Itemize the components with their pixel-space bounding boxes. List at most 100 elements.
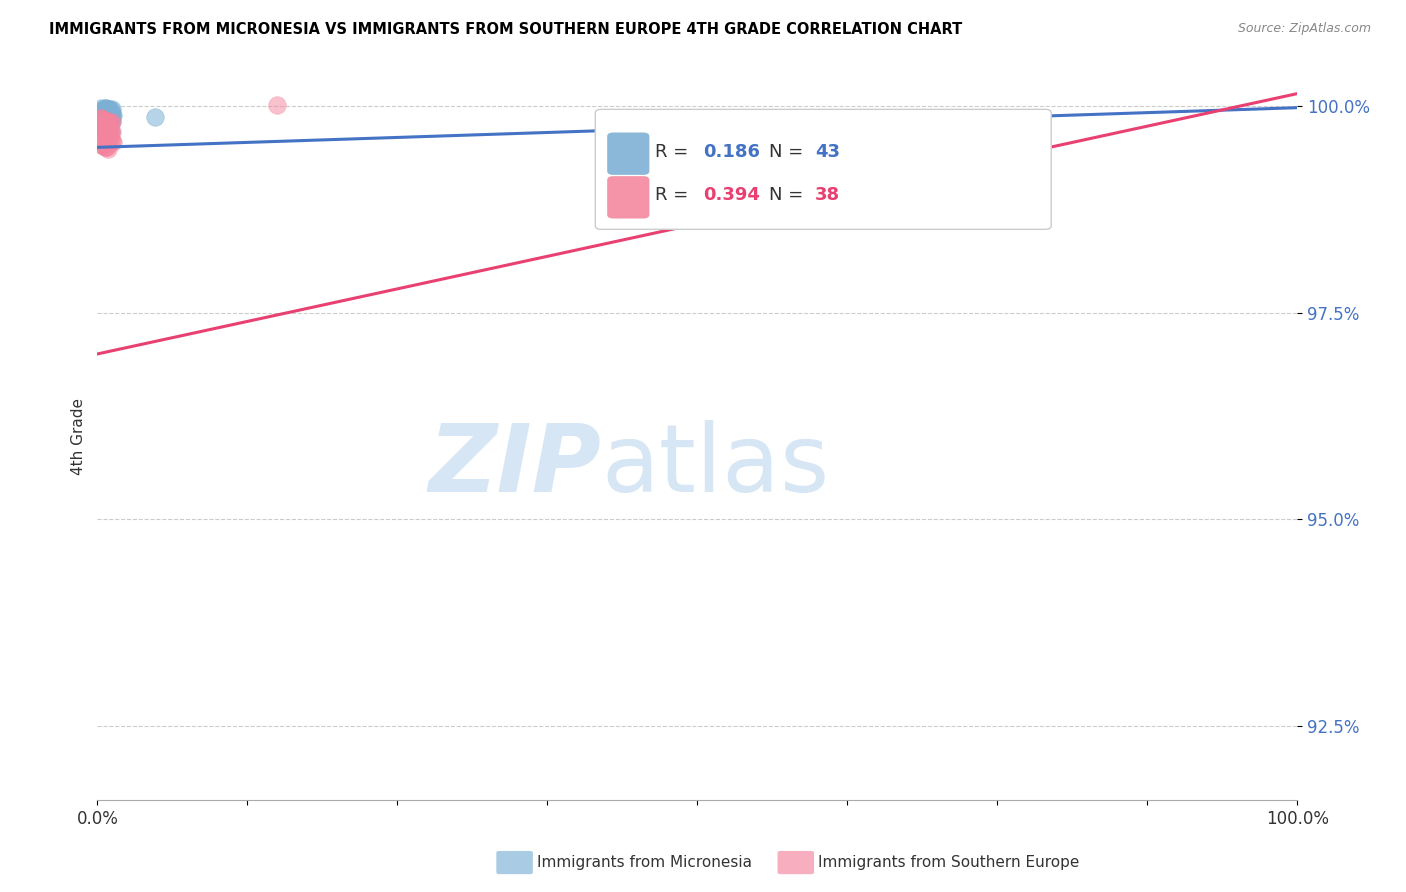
Point xyxy=(97,113,120,128)
Point xyxy=(93,113,115,128)
Point xyxy=(97,106,120,120)
Point xyxy=(93,138,115,153)
Point xyxy=(97,132,120,146)
Point xyxy=(97,124,120,138)
Point xyxy=(143,110,166,124)
Text: Immigrants from Micronesia: Immigrants from Micronesia xyxy=(537,855,752,870)
Point xyxy=(100,113,122,128)
Point xyxy=(98,125,121,139)
Point xyxy=(98,103,121,118)
Point xyxy=(90,112,112,126)
FancyBboxPatch shape xyxy=(595,110,1052,229)
Point xyxy=(100,114,122,128)
Text: 0.186: 0.186 xyxy=(703,143,761,161)
Point xyxy=(101,108,124,122)
Point xyxy=(96,113,118,128)
Point xyxy=(93,139,115,153)
Text: Immigrants from Southern Europe: Immigrants from Southern Europe xyxy=(818,855,1080,870)
Point xyxy=(94,101,117,115)
Point xyxy=(90,109,112,123)
Point xyxy=(89,118,111,132)
Point xyxy=(90,112,112,126)
Point xyxy=(94,140,117,154)
FancyBboxPatch shape xyxy=(607,177,650,219)
Point xyxy=(91,120,114,134)
Text: N =: N = xyxy=(769,186,810,204)
Text: ZIP: ZIP xyxy=(429,420,602,512)
Point xyxy=(93,111,115,125)
Point xyxy=(97,123,120,137)
Text: R =: R = xyxy=(655,143,695,161)
Point xyxy=(93,120,115,135)
Point xyxy=(90,112,112,126)
FancyBboxPatch shape xyxy=(607,133,650,175)
Text: 0.394: 0.394 xyxy=(703,186,761,204)
Point xyxy=(94,112,117,126)
Point xyxy=(100,107,122,121)
Point xyxy=(100,103,122,118)
Point xyxy=(98,104,121,119)
Point xyxy=(90,119,112,133)
Point xyxy=(96,123,118,137)
Point xyxy=(93,120,115,134)
Point xyxy=(98,114,121,128)
Point xyxy=(266,98,288,112)
Point xyxy=(97,103,120,117)
Text: Source: ZipAtlas.com: Source: ZipAtlas.com xyxy=(1237,22,1371,36)
Point xyxy=(98,114,121,128)
Point xyxy=(100,134,122,148)
Point xyxy=(93,120,115,135)
Point xyxy=(96,102,118,116)
Point xyxy=(93,111,115,125)
Point xyxy=(97,142,120,156)
Point xyxy=(93,101,115,115)
Y-axis label: 4th Grade: 4th Grade xyxy=(72,398,86,475)
Point xyxy=(93,104,115,119)
Point xyxy=(93,102,115,116)
Point xyxy=(94,114,117,128)
Point xyxy=(93,113,115,128)
Point xyxy=(96,114,118,128)
Point xyxy=(91,103,114,118)
Point xyxy=(93,129,115,144)
Point xyxy=(90,119,112,133)
Point xyxy=(98,132,121,146)
Point xyxy=(96,122,118,136)
Point xyxy=(97,114,120,128)
Text: 43: 43 xyxy=(815,143,839,161)
Point xyxy=(94,121,117,136)
Point xyxy=(96,131,118,145)
Point xyxy=(90,101,112,115)
Text: IMMIGRANTS FROM MICRONESIA VS IMMIGRANTS FROM SOUTHERN EUROPE 4TH GRADE CORRELAT: IMMIGRANTS FROM MICRONESIA VS IMMIGRANTS… xyxy=(49,22,963,37)
Point xyxy=(91,129,114,144)
Point xyxy=(93,129,115,144)
Text: 38: 38 xyxy=(815,186,839,204)
Point xyxy=(96,140,118,154)
Point xyxy=(100,124,122,138)
Point xyxy=(96,106,118,120)
Point xyxy=(100,110,122,124)
Point xyxy=(101,136,124,150)
FancyBboxPatch shape xyxy=(607,133,650,175)
Point xyxy=(94,130,117,145)
Point xyxy=(100,125,122,139)
Point xyxy=(100,115,122,129)
Point xyxy=(100,103,122,117)
Text: N =: N = xyxy=(769,143,810,161)
Point xyxy=(98,102,121,116)
Point xyxy=(100,133,122,147)
Point xyxy=(98,124,121,138)
Point xyxy=(91,112,114,127)
Point xyxy=(91,111,114,125)
Point xyxy=(94,104,117,119)
Text: R =: R = xyxy=(655,186,695,204)
Point xyxy=(91,120,114,134)
Text: atlas: atlas xyxy=(602,420,830,512)
Point xyxy=(94,122,117,136)
Point xyxy=(91,137,114,152)
Point xyxy=(100,114,122,128)
FancyBboxPatch shape xyxy=(607,177,650,219)
Point xyxy=(100,125,122,139)
Point xyxy=(93,104,115,119)
Point xyxy=(100,107,122,121)
